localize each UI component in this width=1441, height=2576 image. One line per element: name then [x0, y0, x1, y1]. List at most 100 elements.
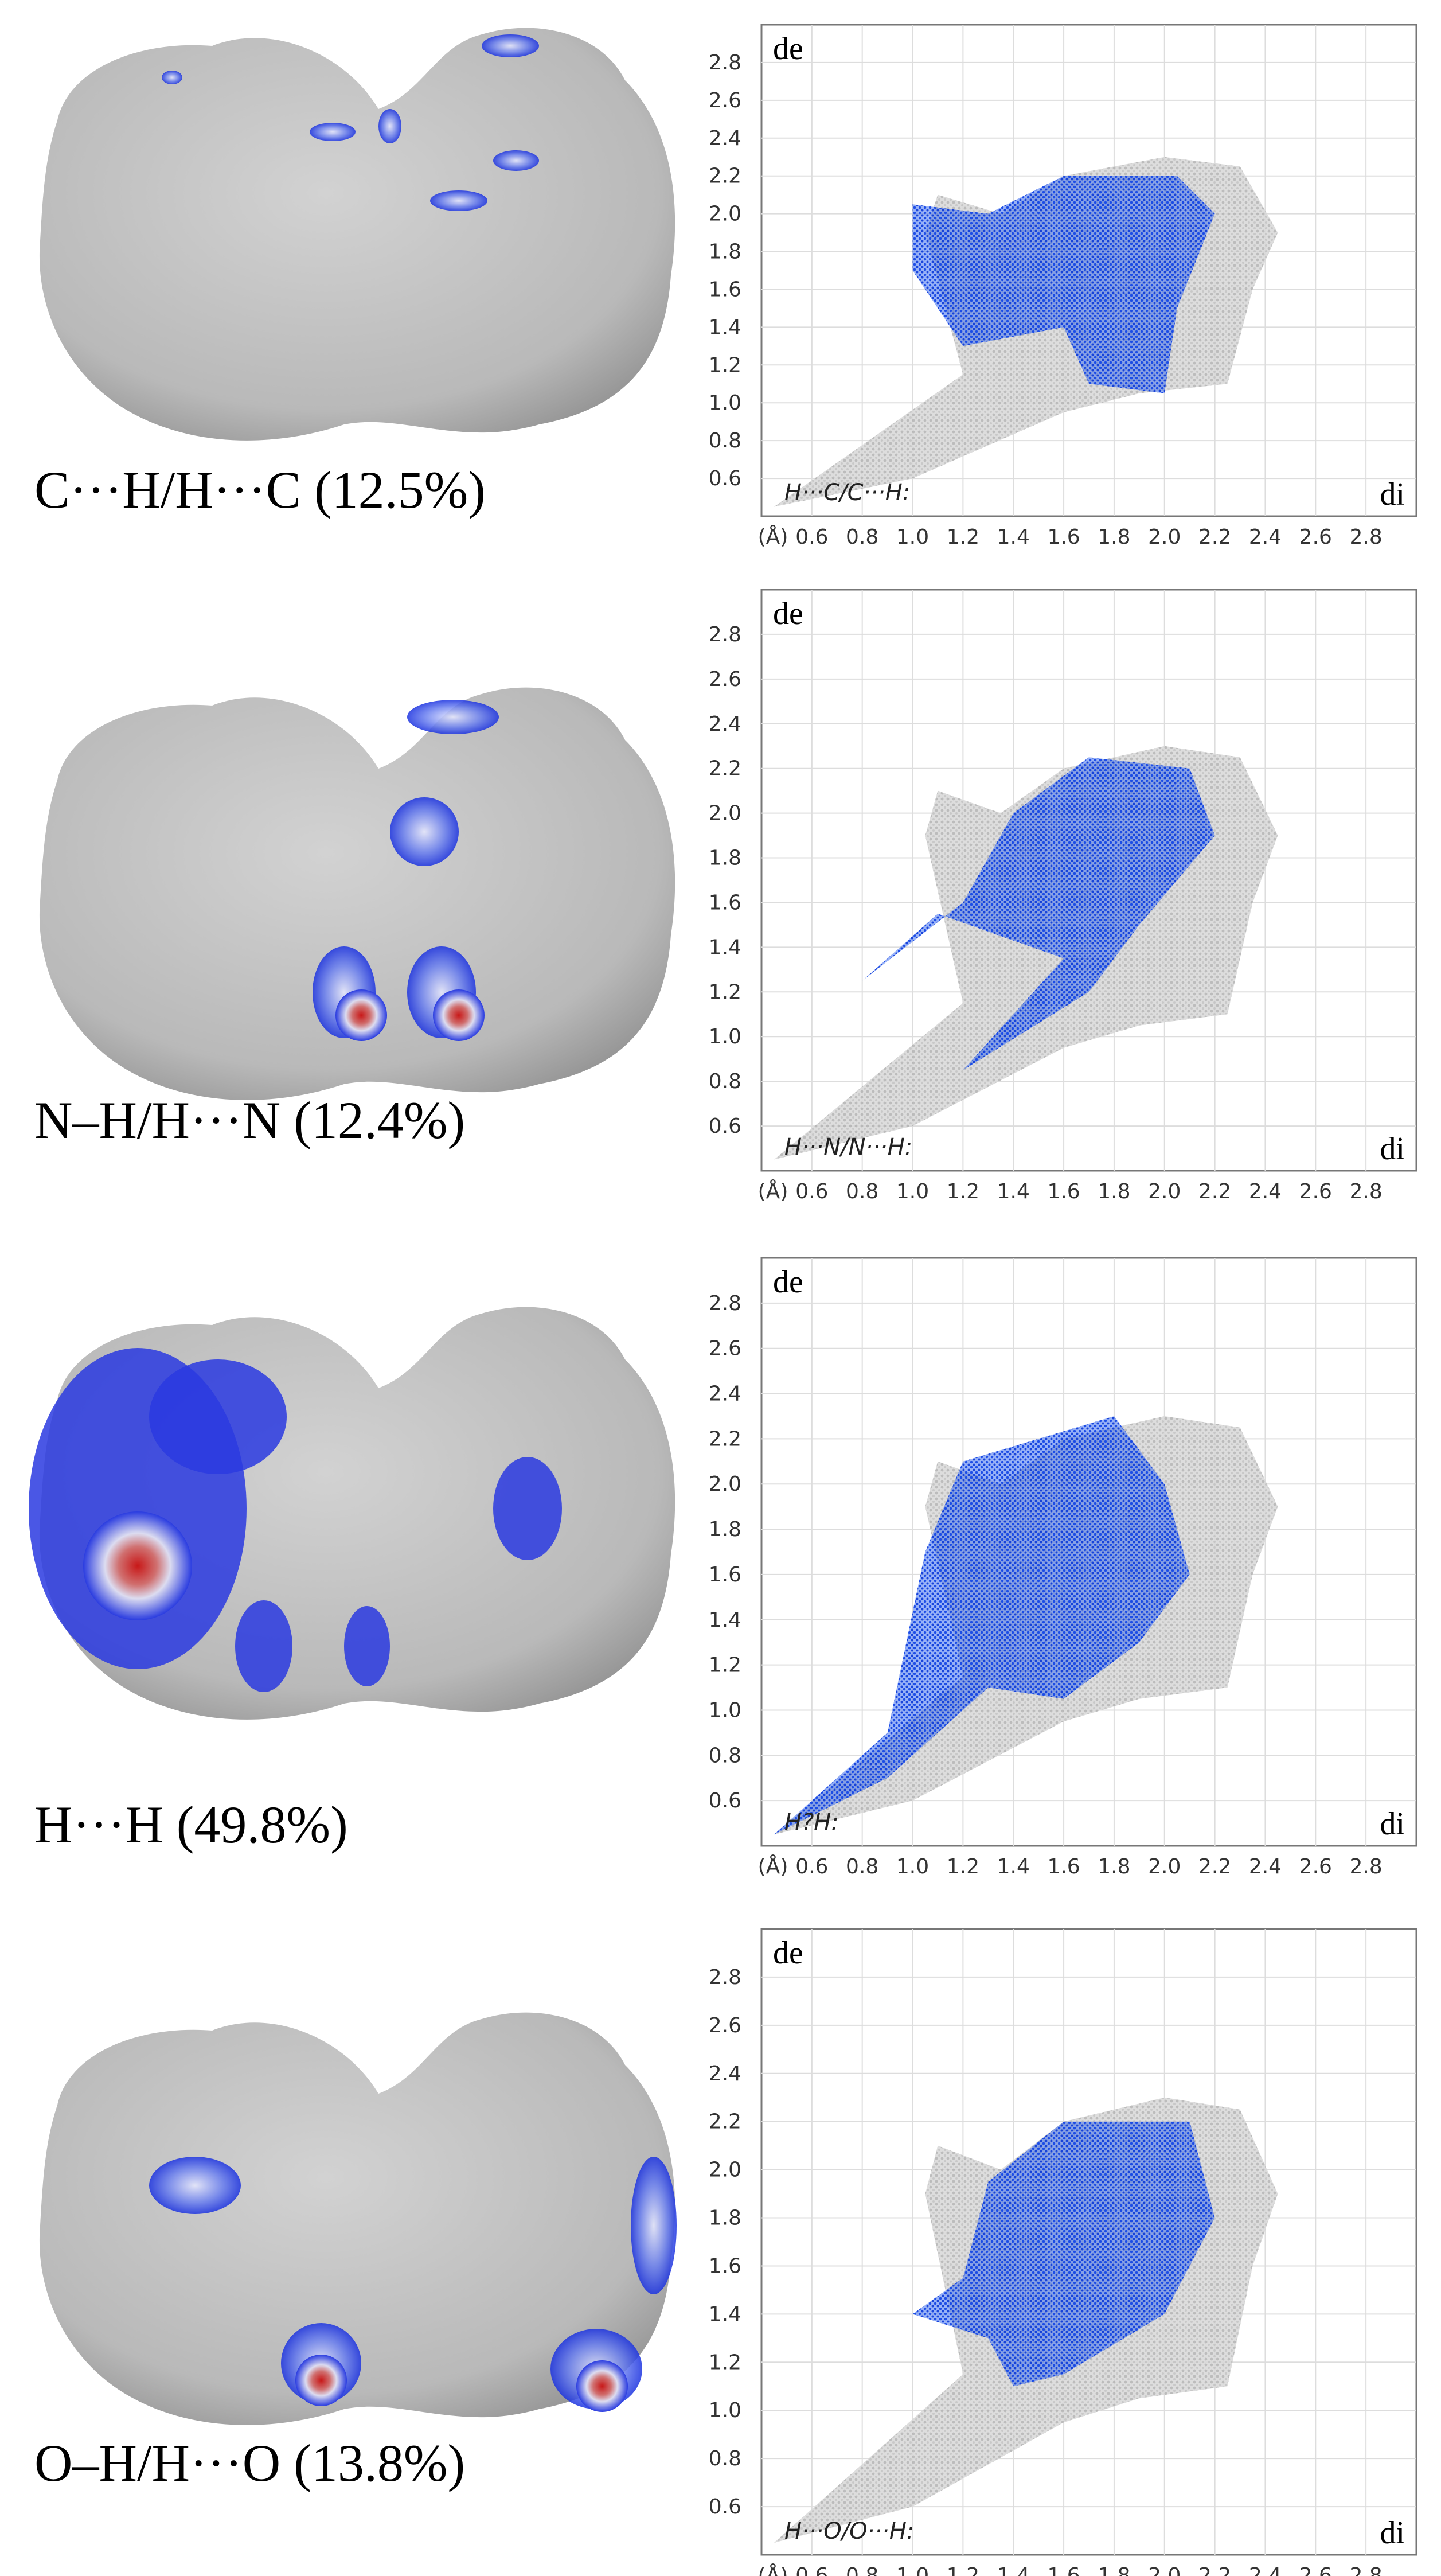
x-tick-label: 1.4 [997, 525, 1030, 549]
x-tick-label: 1.8 [1098, 1180, 1130, 1203]
x-tick-label: 0.6 [795, 525, 828, 549]
x-tick-label: 1.4 [997, 1855, 1030, 1879]
x-tick-label: 2.2 [1198, 1180, 1231, 1203]
y-tick-label: 2.4 [709, 2062, 741, 2086]
x-tick-label: 1.0 [896, 1855, 929, 1879]
inset-label: H?H: [784, 1809, 839, 1835]
x-tick-label: 2.4 [1249, 2564, 1282, 2576]
y-tick-label: 1.2 [709, 980, 741, 1004]
surface-body [39, 28, 675, 441]
caption: C···H/H···C (12.5%) [34, 461, 486, 519]
y-tick-label: 1.4 [709, 315, 741, 339]
x-tick-label: 1.6 [1047, 525, 1080, 549]
x-tick-label: 2.4 [1249, 1180, 1282, 1203]
y-tick-label: 1.8 [709, 1518, 741, 1541]
caption: O–H/H···O (13.8%) [34, 2434, 465, 2492]
x-axis-label: di [1380, 1806, 1405, 1842]
inset-label: H···O/O···H: [784, 2518, 914, 2544]
y-tick-label: 0.8 [709, 1070, 741, 1093]
x-axis-label: di [1380, 477, 1405, 512]
contact-patch [407, 700, 499, 734]
y-tick-label: 1.8 [709, 240, 741, 264]
contact-patch [631, 2157, 677, 2294]
x-tick-label: 1.0 [896, 2564, 929, 2576]
y-tick-label: 0.8 [709, 2447, 741, 2470]
x-tick-label: 0.6 [795, 2564, 828, 2576]
x-tick-label: 2.6 [1299, 2564, 1332, 2576]
panel: H···H (49.8%) 0.6 0.6 0.8 0.8 1.0 1.0 1.2 1.2 1.4… [29, 1257, 1417, 1879]
cloud-selected [862, 757, 1215, 1070]
unit-label: (Å) [758, 524, 788, 549]
y-tick-label: 2.2 [709, 1427, 741, 1451]
y-tick-label: 2.0 [709, 2158, 741, 2182]
y-tick-label: 2.8 [709, 51, 741, 75]
y-tick-label: 1.8 [709, 2207, 741, 2230]
unit-label: (Å) [758, 2563, 788, 2576]
x-tick-label: 1.6 [1047, 1180, 1080, 1203]
y-tick-label: 1.0 [709, 1698, 741, 1722]
x-tick-label: 1.6 [1047, 2564, 1080, 2576]
y-tick-label: 1.0 [709, 1025, 741, 1049]
contact-patch [493, 150, 539, 171]
x-tick-label: 1.2 [947, 1855, 979, 1879]
y-tick-label: 2.4 [709, 712, 741, 736]
y-axis-label: de [773, 596, 803, 632]
y-tick-label: 2.8 [709, 1966, 741, 1989]
y-tick-label: 0.8 [709, 429, 741, 453]
y-tick-label: 1.6 [709, 1563, 741, 1587]
inset-label: H···N/N···H: [784, 1134, 912, 1160]
cloud-selected [912, 176, 1215, 393]
hirshfeld-surface [29, 1307, 675, 1720]
y-tick-label: 2.4 [709, 127, 741, 150]
cloud-selected [912, 2121, 1215, 2387]
hirshfeld-surface [39, 687, 675, 1100]
y-tick-label: 1.6 [709, 891, 741, 914]
x-tick-label: 2.8 [1350, 525, 1383, 549]
contact-patch [235, 1600, 292, 1692]
contact-patch [482, 34, 539, 57]
contact-patch [149, 2157, 241, 2214]
y-tick-label: 2.6 [709, 2014, 741, 2037]
x-tick-label: 1.4 [997, 1180, 1030, 1203]
x-tick-label: 2.6 [1299, 525, 1332, 549]
y-axis-label: de [773, 31, 803, 67]
x-tick-label: 2.0 [1148, 1855, 1181, 1879]
y-tick-label: 0.6 [709, 1789, 741, 1813]
x-tick-label: 1.2 [947, 2564, 979, 2576]
x-axis-label: di [1380, 1131, 1405, 1167]
y-tick-label: 0.6 [709, 1114, 741, 1138]
y-tick-label: 2.8 [709, 1292, 741, 1315]
y-tick-label: 2.0 [709, 1472, 741, 1496]
y-axis-label: de [773, 1935, 803, 1971]
contact-patch [390, 797, 459, 866]
inset-label: H···C/C···H: [784, 480, 910, 506]
unit-label: (Å) [758, 1179, 788, 1203]
y-tick-label: 1.2 [709, 1654, 741, 1677]
y-tick-label: 2.4 [709, 1382, 741, 1406]
contact-patch [162, 71, 182, 84]
contact-patch [344, 1606, 390, 1686]
y-tick-label: 2.2 [709, 757, 741, 781]
y-tick-label: 1.4 [709, 2302, 741, 2326]
x-tick-label: 1.4 [997, 2564, 1030, 2576]
x-tick-label: 2.6 [1299, 1180, 1332, 1203]
x-tick-label: 2.0 [1148, 525, 1181, 549]
y-tick-label: 1.8 [709, 847, 741, 870]
x-tick-label: 2.2 [1198, 525, 1231, 549]
contact-patch [493, 1457, 562, 1560]
y-tick-label: 1.4 [709, 1608, 741, 1632]
x-tick-label: 0.8 [846, 1180, 878, 1203]
caption: N–H/H···N (12.4%) [34, 1091, 465, 1149]
x-tick-label: 2.6 [1299, 1855, 1332, 1879]
x-tick-label: 1.2 [947, 525, 979, 549]
y-tick-label: 2.2 [709, 2110, 741, 2134]
x-tick-label: 2.8 [1350, 1855, 1383, 1879]
y-tick-label: 0.6 [709, 467, 741, 490]
x-tick-label: 2.0 [1148, 2564, 1181, 2576]
panel: N–H/H···N (12.4%) 0.6 0.6 0.8 0.8 1.0 1.0 1.2 1.… [34, 589, 1417, 1203]
x-tick-label: 0.8 [846, 525, 878, 549]
panel: C···H/H···C (12.5%) 0.6 0.6 0.8 0.8 1.0 1.0 1.2… [34, 24, 1417, 549]
contact-spot [295, 2355, 347, 2406]
x-tick-label: 2.4 [1249, 525, 1282, 549]
